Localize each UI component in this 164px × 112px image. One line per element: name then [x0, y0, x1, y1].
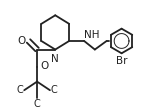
Text: NH: NH: [84, 30, 100, 40]
Text: C: C: [16, 85, 23, 95]
Text: Br: Br: [116, 56, 127, 66]
Text: O: O: [17, 36, 25, 46]
Text: N: N: [51, 54, 59, 64]
Text: O: O: [40, 61, 49, 71]
Text: C: C: [51, 85, 58, 95]
Text: C: C: [34, 99, 41, 109]
